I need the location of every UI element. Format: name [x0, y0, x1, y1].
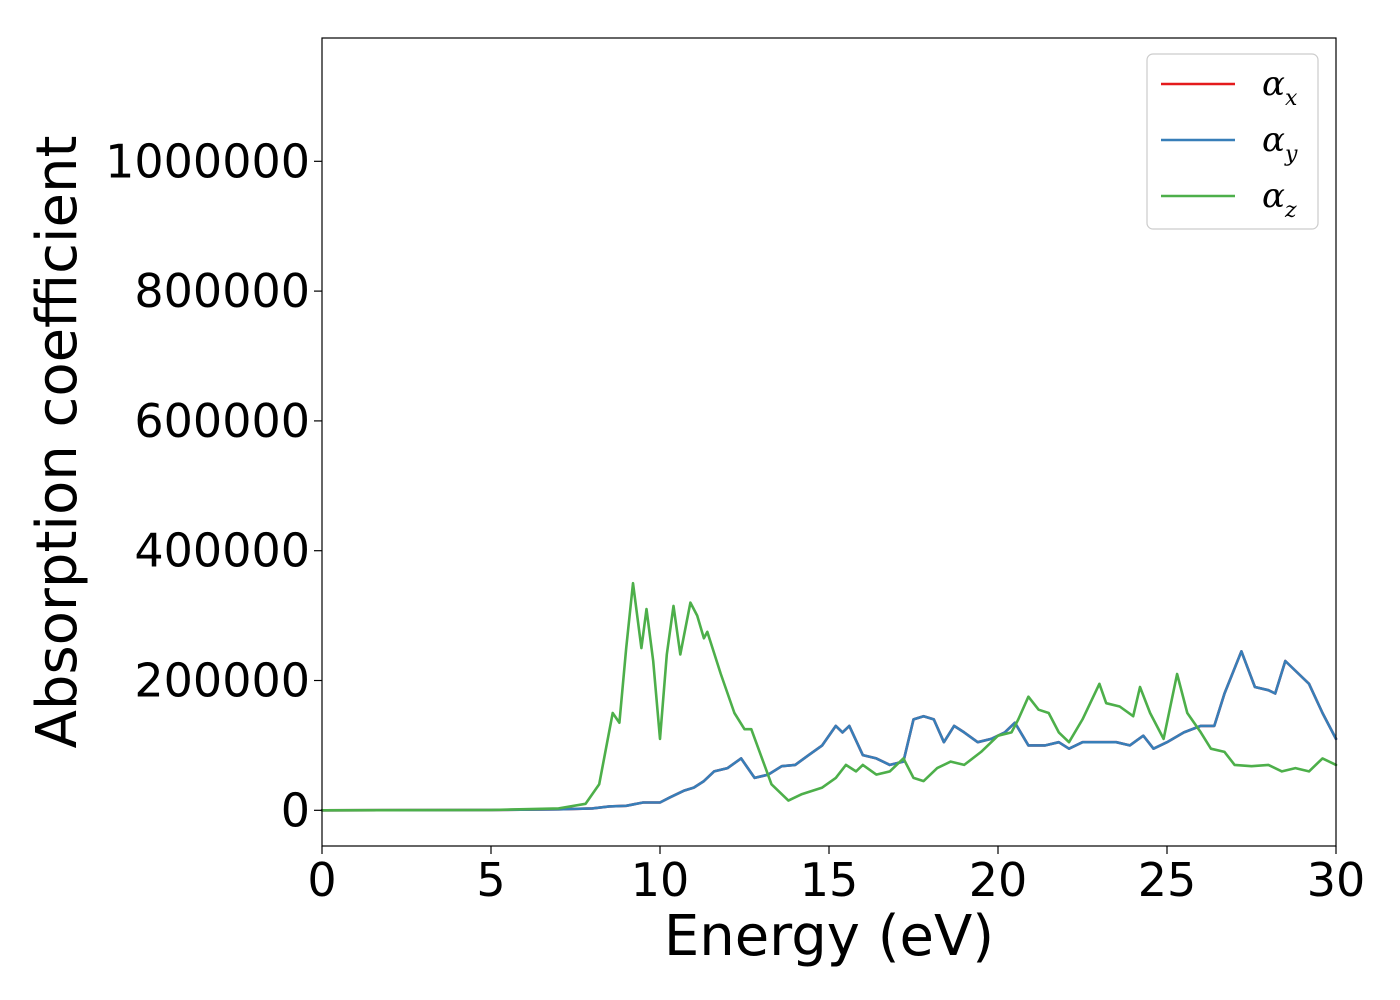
- legend-frame: [1146, 53, 1319, 230]
- y-tick-label: 800000: [134, 264, 310, 318]
- x-tick-label: 0: [307, 853, 336, 907]
- y-tick-label: 200000: [134, 654, 310, 708]
- series-layer: [320, 581, 1338, 812]
- series-line-alpha-z: [320, 581, 1338, 812]
- y-tick-label: 1000000: [105, 134, 310, 188]
- x-axis-ticks: 0 5 10 15 20 25 30: [307, 846, 1365, 907]
- x-tick-label: 5: [476, 853, 505, 907]
- legend-subscript: y: [1284, 142, 1298, 167]
- y-tick-label: 0: [281, 783, 310, 837]
- series-line-alpha-y: [320, 650, 1338, 812]
- x-tick-label: 20: [969, 853, 1028, 907]
- y-axis-ticks: 0 200000 400000 600000 800000 1000000: [105, 134, 322, 837]
- y-tick-label: 400000: [134, 524, 310, 578]
- y-tick-label: 600000: [134, 394, 310, 448]
- x-tick-label: 25: [1138, 853, 1197, 907]
- x-tick-label: 15: [800, 853, 859, 907]
- y-axis-label: Absorption coefficient: [25, 136, 90, 749]
- x-tick-label: 10: [631, 853, 690, 907]
- x-tick-label: 30: [1307, 853, 1366, 907]
- legend-subscript: z: [1284, 198, 1297, 223]
- x-axis-label: Energy (eV): [664, 904, 994, 969]
- legend-subscript: x: [1285, 86, 1298, 111]
